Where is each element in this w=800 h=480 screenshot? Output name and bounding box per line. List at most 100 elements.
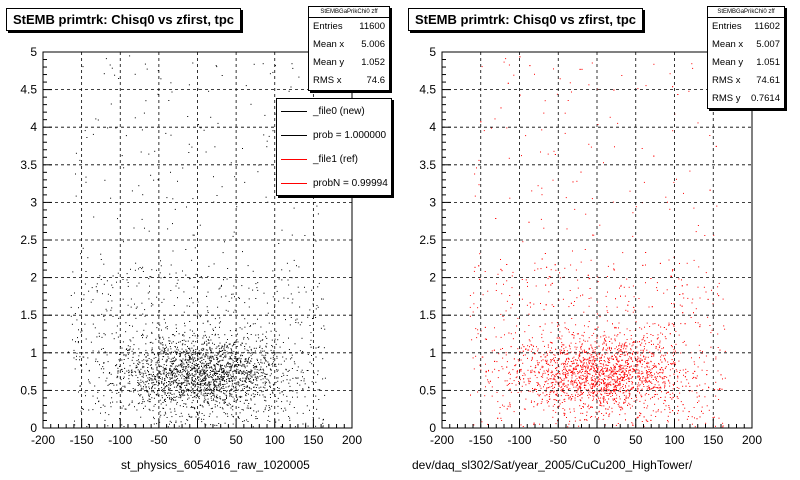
- data-point: [677, 405, 679, 407]
- data-point: [182, 406, 184, 407]
- data-point: [219, 402, 221, 404]
- data-point: [293, 207, 295, 209]
- data-point: [298, 266, 300, 268]
- data-point: [247, 359, 249, 361]
- data-point: [611, 374, 613, 376]
- data-point: [135, 262, 137, 264]
- data-point: [511, 287, 513, 289]
- data-point: [683, 192, 684, 194]
- data-point: [522, 362, 524, 364]
- data-point: [162, 351, 164, 353]
- data-point: [211, 376, 212, 378]
- data-point: [242, 363, 244, 365]
- data-point: [485, 363, 486, 365]
- data-point: [519, 94, 521, 96]
- data-point: [118, 317, 120, 319]
- data-point: [302, 376, 303, 378]
- data-point: [559, 353, 561, 355]
- data-point: [202, 343, 204, 345]
- data-point: [588, 298, 590, 299]
- data-point: [78, 391, 79, 393]
- data-point: [132, 348, 134, 350]
- data-point: [544, 345, 545, 347]
- data-point: [97, 391, 99, 393]
- data-point: [191, 342, 193, 344]
- data-point: [473, 270, 475, 272]
- data-point: [622, 386, 624, 388]
- data-point: [267, 420, 269, 421]
- data-point: [295, 319, 297, 321]
- data-point: [138, 371, 140, 373]
- data-point: [324, 328, 326, 330]
- data-point: [128, 371, 130, 373]
- data-point: [194, 335, 196, 337]
- data-point: [621, 379, 623, 381]
- data-point: [182, 375, 184, 377]
- data-point: [195, 363, 197, 365]
- data-point: [246, 393, 248, 394]
- data-point: [213, 398, 214, 400]
- data-point: [181, 382, 182, 384]
- data-point: [696, 396, 698, 398]
- data-point: [222, 384, 224, 386]
- data-point: [238, 364, 240, 365]
- data-point: [508, 371, 510, 373]
- data-point: [226, 374, 227, 375]
- data-point: [584, 249, 586, 250]
- data-point: [226, 278, 228, 280]
- data-point: [232, 405, 234, 407]
- data-point: [211, 334, 213, 335]
- data-point: [233, 398, 235, 400]
- data-point: [636, 346, 638, 348]
- data-point: [593, 368, 595, 370]
- data-point: [555, 367, 557, 369]
- data-point: [519, 379, 521, 381]
- data-point: [580, 393, 582, 395]
- data-point: [587, 380, 589, 382]
- data-point: [110, 406, 112, 408]
- data-point: [141, 376, 143, 378]
- data-point: [577, 365, 579, 367]
- data-point: [233, 311, 235, 313]
- data-point: [195, 397, 197, 399]
- data-point: [276, 369, 278, 371]
- data-point: [538, 384, 540, 386]
- data-point: [635, 369, 637, 371]
- data-point: [573, 356, 575, 358]
- data-point: [183, 392, 185, 393]
- data-point: [643, 335, 645, 337]
- data-point: [192, 234, 194, 236]
- data-point: [194, 392, 196, 393]
- data-point: [203, 399, 205, 401]
- data-point: [657, 398, 659, 400]
- data-point: [241, 371, 242, 373]
- data-point: [606, 375, 608, 377]
- data-point: [553, 354, 555, 356]
- data-point: [637, 351, 639, 353]
- data-point: [520, 391, 522, 393]
- data-point: [724, 328, 726, 330]
- data-point: [148, 398, 150, 400]
- data-point: [228, 375, 229, 377]
- data-point: [94, 327, 96, 329]
- data-point: [140, 381, 142, 383]
- data-point: [592, 359, 594, 361]
- data-point: [161, 395, 163, 397]
- data-point: [147, 390, 149, 392]
- data-point: [186, 381, 188, 383]
- data-point: [171, 377, 173, 379]
- data-point: [219, 360, 221, 362]
- data-point: [170, 384, 172, 386]
- data-point: [233, 400, 235, 402]
- data-point: [592, 385, 594, 387]
- data-point: [185, 349, 187, 351]
- data-point: [74, 368, 76, 370]
- data-point: [645, 282, 646, 284]
- data-point: [631, 398, 633, 399]
- data-point: [278, 363, 280, 365]
- data-point: [126, 370, 128, 372]
- data-point: [610, 366, 612, 368]
- data-point: [233, 387, 235, 389]
- data-point: [689, 390, 691, 392]
- data-point: [102, 372, 104, 374]
